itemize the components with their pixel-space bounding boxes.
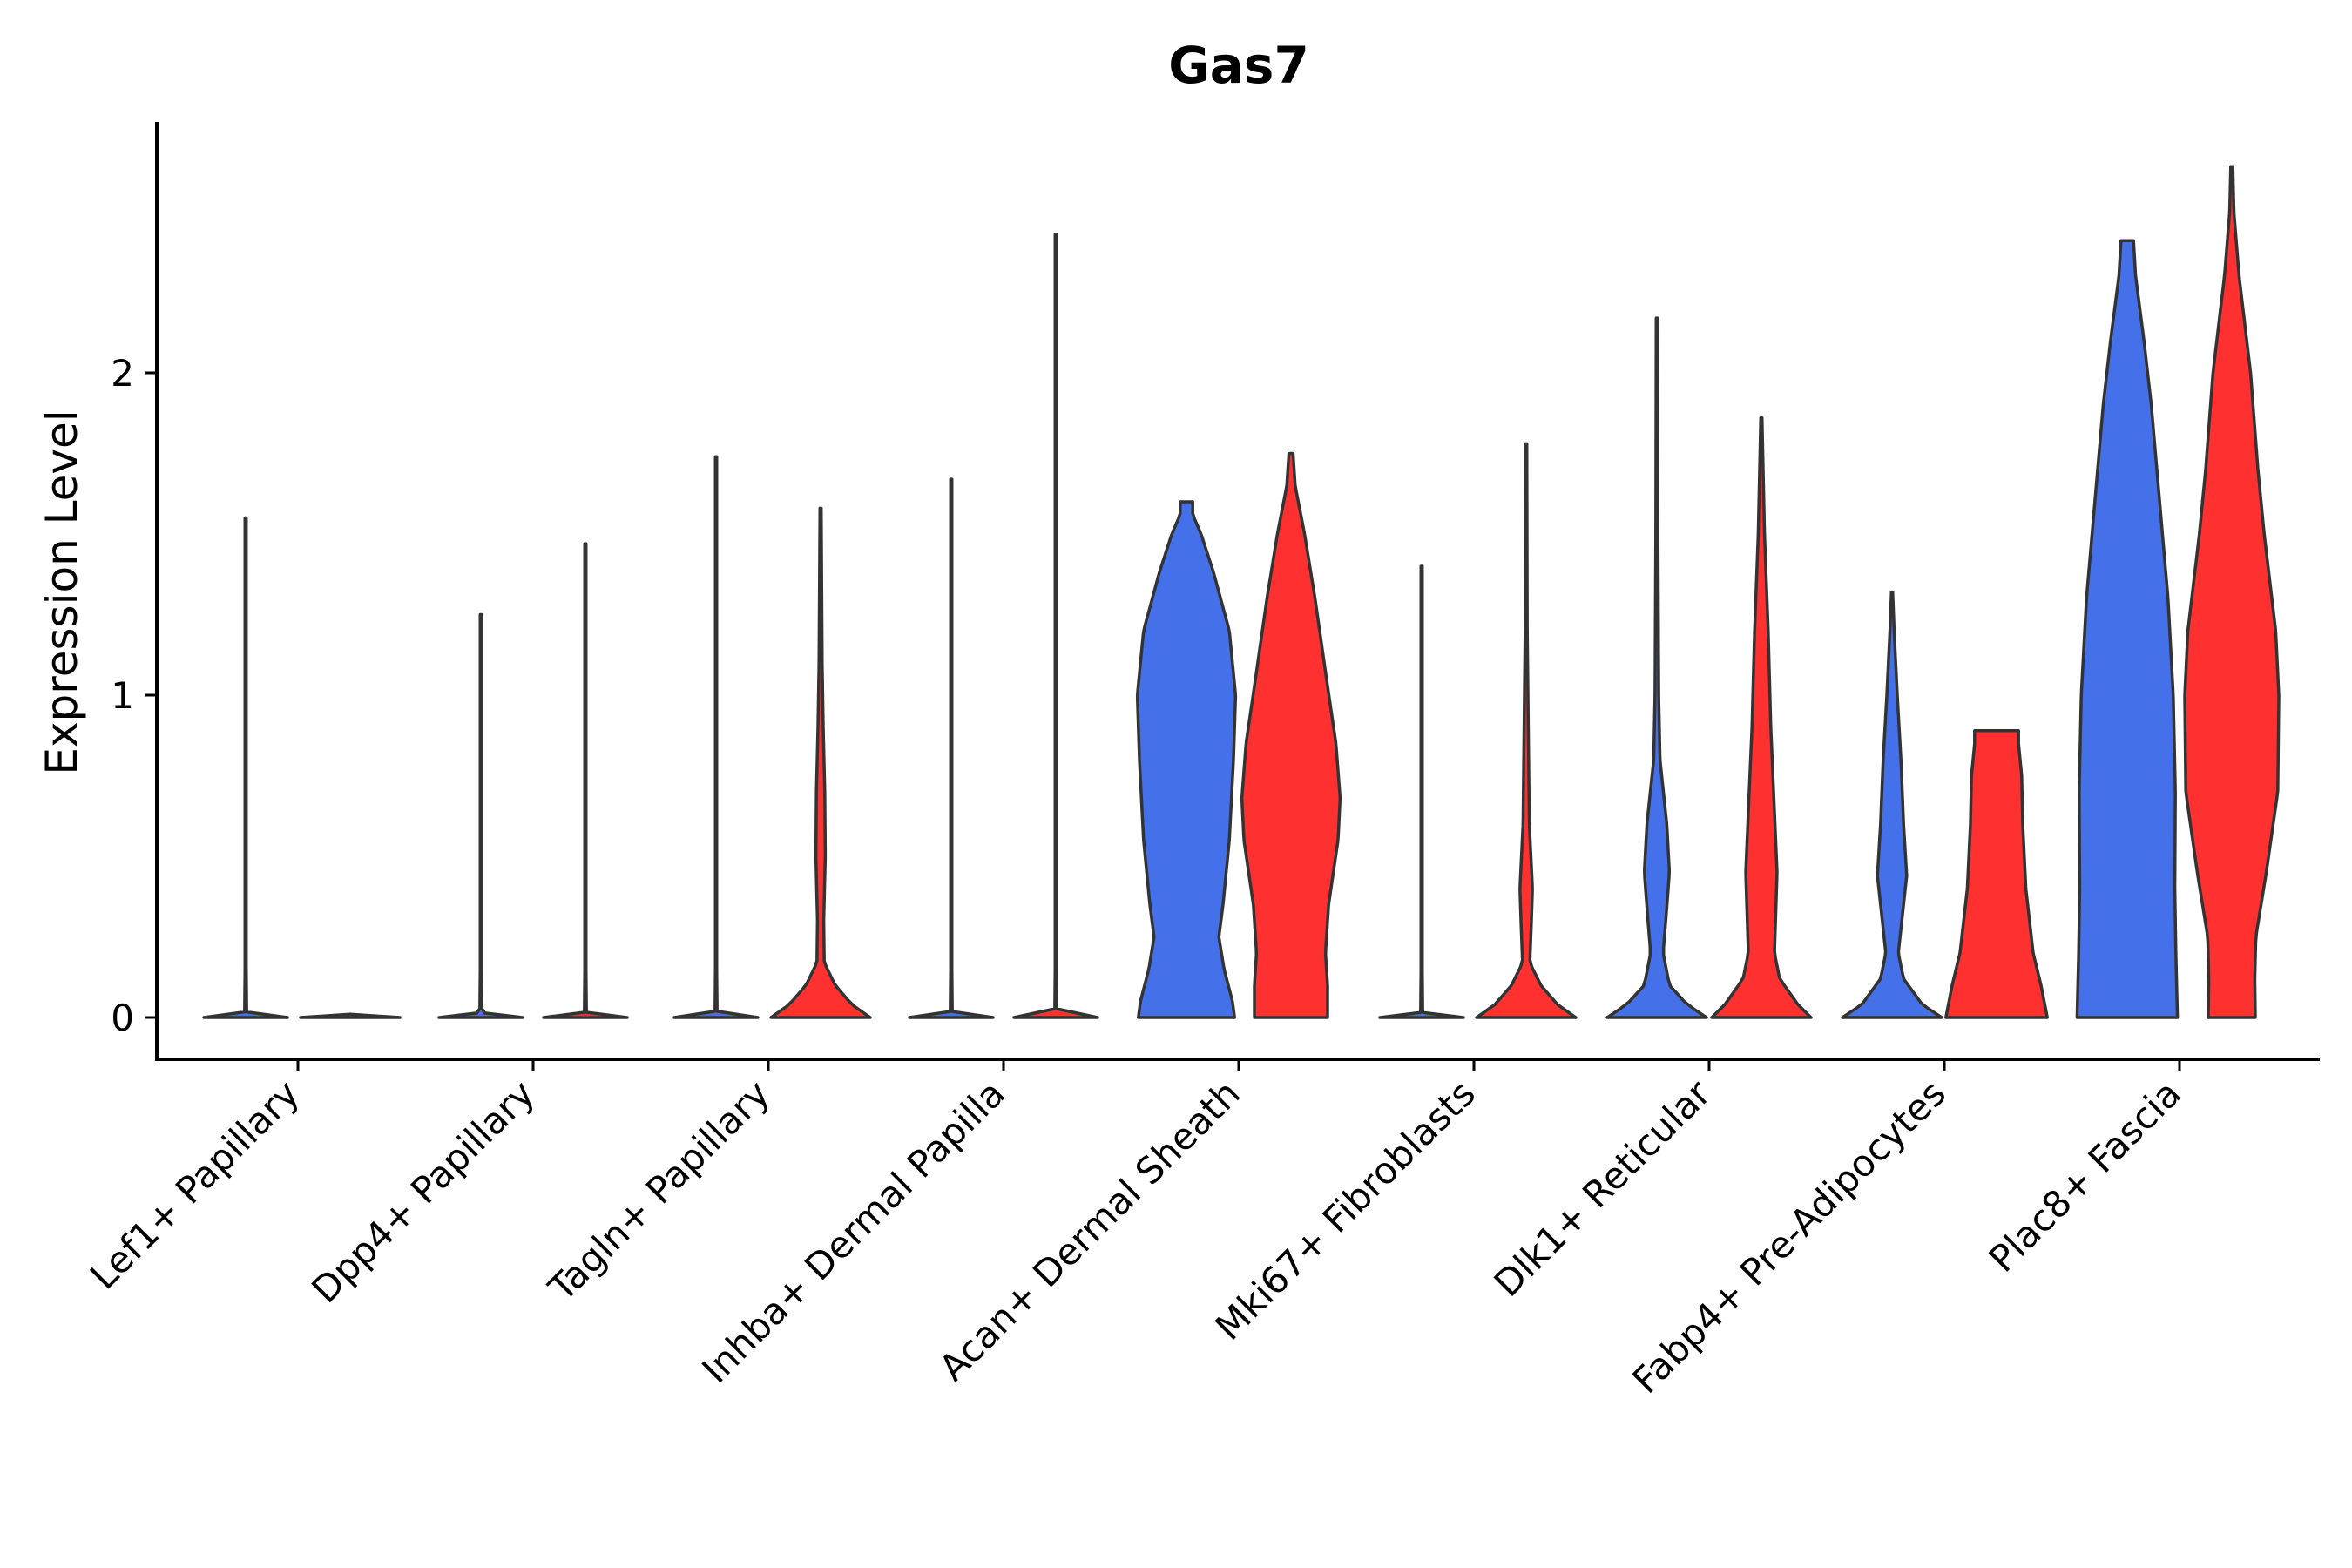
- violin-group1-2: [672, 455, 760, 1019]
- x-tick-label-5: Mki67+ Fibroblasts: [1207, 1071, 1484, 1348]
- violin-group2-8: [2183, 165, 2281, 1019]
- violin-group1-6: [1605, 316, 1708, 1019]
- violin-group1-1: [437, 612, 524, 1019]
- violin-group1-8: [2075, 239, 2180, 1019]
- y-tick-label-1: 1: [111, 674, 134, 717]
- x-tick-label-2: Tagln+ Papillary: [540, 1071, 778, 1309]
- violin-group1-0: [202, 516, 289, 1019]
- violin-group2-4: [1240, 451, 1342, 1019]
- chart-title: Gas7: [1168, 36, 1309, 95]
- violins-layer: [202, 165, 2281, 1019]
- y-tick-label-0: 0: [111, 997, 134, 1039]
- violin-group2-6: [1710, 416, 1813, 1019]
- x-tick-label-1: Dpp4+ Papillary: [303, 1071, 543, 1311]
- violin-group2-0: [299, 1012, 402, 1019]
- violin-group1-3: [908, 477, 995, 1019]
- violin-group1-5: [1378, 564, 1465, 1019]
- violin-group2-7: [1944, 728, 2049, 1019]
- violin-group2-5: [1475, 442, 1578, 1019]
- x-tick-label-6: Dlk1+ Reticular: [1486, 1071, 1720, 1305]
- violin-group1-7: [1841, 590, 1943, 1019]
- violin-group2-2: [769, 506, 872, 1019]
- violin-group2-1: [542, 542, 629, 1019]
- y-tick-label-2: 2: [111, 352, 134, 395]
- x-tick-label-0: Lef1+ Papillary: [82, 1071, 308, 1297]
- violin-group1-4: [1135, 500, 1238, 1019]
- violin-group2-3: [1012, 233, 1099, 1019]
- y-axis-title: Expression Level: [37, 409, 87, 774]
- x-tick-label-8: Plac8+ Fascia: [1981, 1071, 2189, 1280]
- y-ticks-layer: 0 1 2: [111, 352, 157, 1039]
